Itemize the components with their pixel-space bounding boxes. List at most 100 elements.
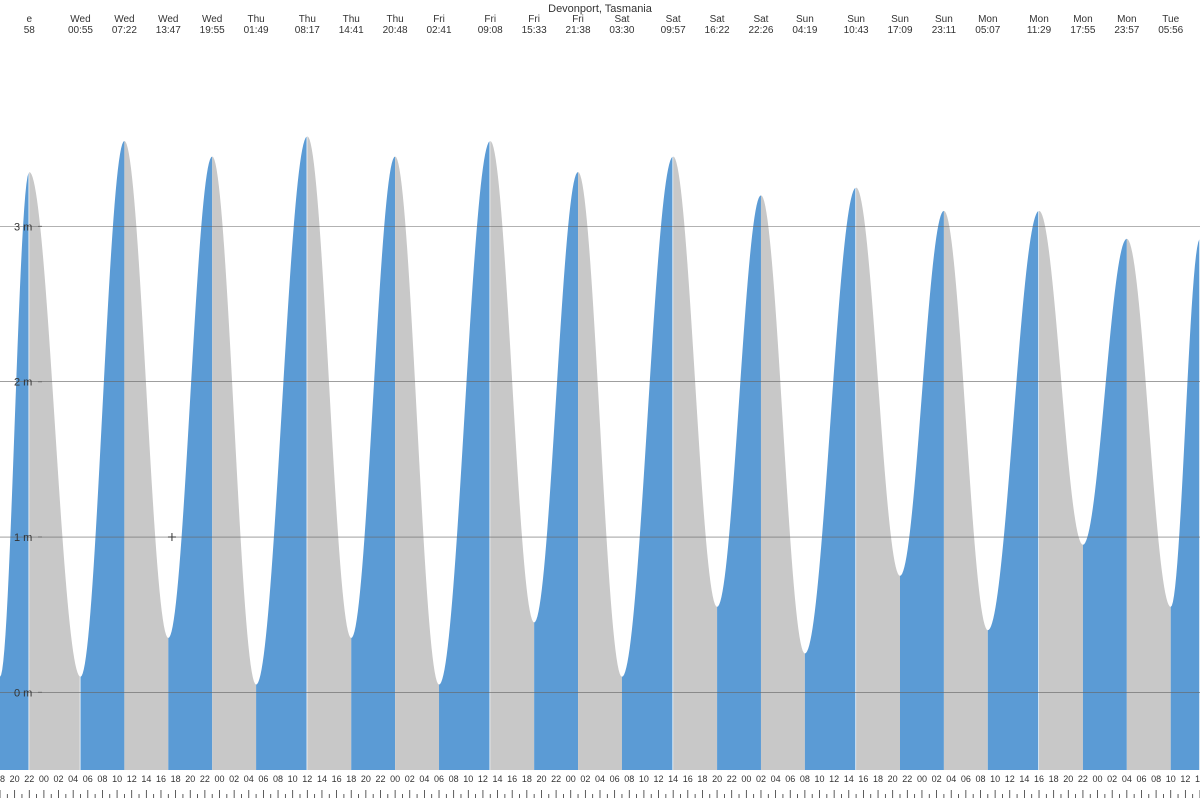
- header-time: 10:43: [844, 25, 869, 36]
- hour-label: 12: [127, 774, 137, 784]
- header-day: Wed: [202, 14, 222, 25]
- hour-label: 16: [507, 774, 517, 784]
- header-day: Wed: [114, 14, 134, 25]
- header-time: 21:38: [566, 25, 591, 36]
- hour-label: 06: [258, 774, 268, 784]
- header-day: Mon: [978, 14, 997, 25]
- header-day: Mon: [1117, 14, 1136, 25]
- hour-label: 16: [858, 774, 868, 784]
- hour-label: 18: [522, 774, 532, 784]
- hour-label: 10: [112, 774, 122, 784]
- hour-label: 00: [566, 774, 576, 784]
- hour-label: 20: [712, 774, 722, 784]
- hour-label: 02: [1107, 774, 1117, 784]
- hour-label: 02: [932, 774, 942, 784]
- header-day: Sat: [753, 14, 768, 25]
- header-day: Sun: [891, 14, 909, 25]
- hour-label: 00: [215, 774, 225, 784]
- hour-label: 18: [1049, 774, 1059, 784]
- header-day: Sat: [710, 14, 725, 25]
- hour-label: 10: [463, 774, 473, 784]
- hour-label: 14: [1019, 774, 1029, 784]
- header-day: Wed: [158, 14, 178, 25]
- hour-label: 10: [639, 774, 649, 784]
- header-day: Fri: [572, 14, 584, 25]
- hour-label: 16: [156, 774, 166, 784]
- y-tick-label: 3 m: [14, 221, 32, 233]
- header-day: Sat: [614, 14, 629, 25]
- hour-label: 14: [1195, 774, 1200, 784]
- header-time: 17:55: [1070, 25, 1095, 36]
- hour-label: 14: [493, 774, 503, 784]
- header-time: 07:22: [112, 25, 137, 36]
- hour-label: 02: [54, 774, 64, 784]
- header-time: 20:48: [383, 25, 408, 36]
- hour-label: 12: [1005, 774, 1015, 784]
- hour-label: 10: [990, 774, 1000, 784]
- header-time: 17:09: [887, 25, 912, 36]
- hour-label: 16: [332, 774, 342, 784]
- hour-label: 02: [229, 774, 239, 784]
- chart-title: Devonport, Tasmania: [548, 3, 653, 15]
- hour-label: 18: [697, 774, 707, 784]
- header-day: Thu: [387, 14, 404, 25]
- hour-label: 00: [390, 774, 400, 784]
- header-time: 16:22: [705, 25, 730, 36]
- hour-label: 14: [141, 774, 151, 784]
- header-time: 09:08: [478, 25, 503, 36]
- header-time: 00:55: [68, 25, 93, 36]
- hour-label: 22: [902, 774, 912, 784]
- hour-label: 02: [405, 774, 415, 784]
- hour-label: 08: [624, 774, 634, 784]
- hour-label: 18: [0, 774, 5, 784]
- hour-label: 08: [449, 774, 459, 784]
- hour-label: 12: [1180, 774, 1190, 784]
- hour-label: 08: [97, 774, 107, 784]
- header-day: Sat: [666, 14, 681, 25]
- hour-label: 04: [1122, 774, 1132, 784]
- hour-label: 06: [1136, 774, 1146, 784]
- header-day: Mon: [1029, 14, 1048, 25]
- hour-label: 12: [478, 774, 488, 784]
- hour-label: 08: [800, 774, 810, 784]
- hour-label: 20: [888, 774, 898, 784]
- hour-label: 02: [756, 774, 766, 784]
- hour-label: 22: [375, 774, 385, 784]
- hour-label: 06: [83, 774, 93, 784]
- hour-label: 22: [727, 774, 737, 784]
- hour-label: 06: [785, 774, 795, 784]
- header-day: Fri: [433, 14, 445, 25]
- hour-label: 08: [273, 774, 283, 784]
- header-time: 01:49: [244, 25, 269, 36]
- header-day: Mon: [1073, 14, 1092, 25]
- hour-label: 12: [654, 774, 664, 784]
- header-day: Fri: [528, 14, 540, 25]
- header-time: 09:57: [661, 25, 686, 36]
- hour-label: 20: [361, 774, 371, 784]
- header-day: Sun: [847, 14, 865, 25]
- header-time: 14:41: [339, 25, 364, 36]
- header-day: Thu: [299, 14, 316, 25]
- hour-label: 04: [244, 774, 254, 784]
- hour-label: 14: [668, 774, 678, 784]
- hour-label: 06: [961, 774, 971, 784]
- hour-label: 14: [317, 774, 327, 784]
- y-tick-label: 2 m: [14, 377, 32, 389]
- header-time: 03:30: [609, 25, 634, 36]
- hour-label: 00: [39, 774, 49, 784]
- hour-label: 06: [434, 774, 444, 784]
- header-time: 23:11: [932, 25, 957, 36]
- header-day: Thu: [247, 14, 264, 25]
- header-time: 23:57: [1114, 25, 1139, 36]
- hour-label: 10: [815, 774, 825, 784]
- hour-label: 22: [200, 774, 210, 784]
- hour-label: 22: [24, 774, 34, 784]
- hour-label: 08: [1151, 774, 1161, 784]
- hour-label: 10: [288, 774, 298, 784]
- header-day: Wed: [70, 14, 90, 25]
- header-time: 05:56: [1158, 25, 1183, 36]
- header-day: Fri: [484, 14, 496, 25]
- hour-label: 20: [536, 774, 546, 784]
- y-tick-label: 0 m: [14, 687, 32, 699]
- hour-label: 20: [10, 774, 20, 784]
